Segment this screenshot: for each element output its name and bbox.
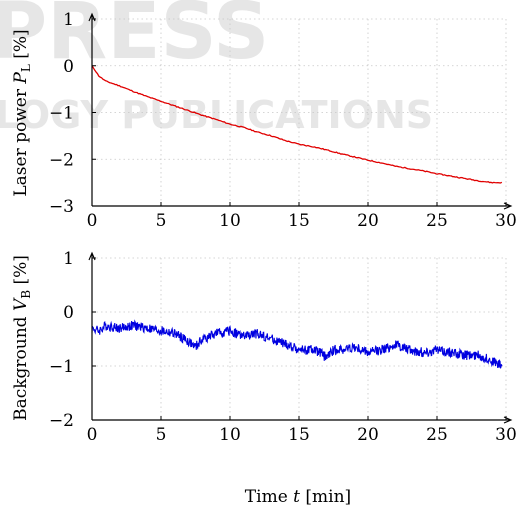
y-tick-label: −3 bbox=[49, 197, 74, 217]
x-tick-label: 25 bbox=[426, 211, 448, 231]
y-tick-label: −2 bbox=[49, 150, 74, 170]
x-tick-label: 10 bbox=[219, 211, 241, 231]
marks bbox=[91, 65, 503, 184]
x-tick-label: 0 bbox=[87, 211, 98, 231]
y-axis-label-symbol: P bbox=[11, 72, 31, 85]
watermark-middle-text: LOGY PUBLICATIONS bbox=[0, 93, 433, 137]
y-axis-label-prefix: Laser power bbox=[11, 84, 31, 197]
axes bbox=[88, 12, 513, 210]
y-axis-label: Background VB [%] bbox=[11, 255, 33, 421]
y-tick-label: −2 bbox=[49, 411, 74, 431]
x-tick-label: 30 bbox=[495, 211, 517, 231]
grid bbox=[92, 18, 507, 206]
y-tick-label: 1 bbox=[63, 249, 74, 269]
y-tick-label: 0 bbox=[63, 303, 74, 323]
y-tick-label: −1 bbox=[49, 104, 74, 124]
x-tick-label: 15 bbox=[288, 211, 310, 231]
watermark: PRESS LOGY PUBLICATIONS bbox=[0, 0, 433, 137]
axes bbox=[88, 251, 513, 424]
x-tick-label: 0 bbox=[87, 425, 98, 445]
x-axis-label-suffix: [min] bbox=[300, 487, 351, 507]
y-axis-label-symbol: V bbox=[11, 297, 31, 311]
x-axis-label: Time t [min] bbox=[245, 487, 351, 507]
series-line bbox=[91, 319, 503, 369]
y-axis-label: Laser power PL [%] bbox=[11, 29, 33, 196]
x-tick-label: 15 bbox=[288, 425, 310, 445]
x-tick-label: 20 bbox=[357, 425, 379, 445]
marks bbox=[91, 319, 503, 369]
y-tick-label: 1 bbox=[63, 10, 74, 30]
y-tick-label: −1 bbox=[49, 357, 74, 377]
x-tick-label: 10 bbox=[219, 425, 241, 445]
x-axis-label-symbol: t bbox=[293, 487, 300, 507]
y-axis-label-suffix: [%] bbox=[11, 29, 31, 64]
x-tick-label: 25 bbox=[426, 425, 448, 445]
x-tick-label: 5 bbox=[156, 425, 167, 445]
y-axis-label-sub: L bbox=[19, 64, 33, 72]
x-tick-label: 20 bbox=[357, 211, 379, 231]
x-axis-label-prefix: Time bbox=[245, 487, 293, 507]
y-axis-label-prefix: Background bbox=[11, 311, 31, 421]
y-tick-label: 0 bbox=[63, 57, 74, 77]
y-axis-label-suffix: [%] bbox=[11, 255, 31, 290]
x-tick-label: 30 bbox=[495, 425, 517, 445]
grid bbox=[92, 257, 507, 420]
x-tick-label: 5 bbox=[156, 211, 167, 231]
y-axis-label-sub: B bbox=[19, 290, 33, 299]
series-line bbox=[91, 65, 503, 184]
watermark-top-text: PRESS bbox=[0, 0, 269, 77]
